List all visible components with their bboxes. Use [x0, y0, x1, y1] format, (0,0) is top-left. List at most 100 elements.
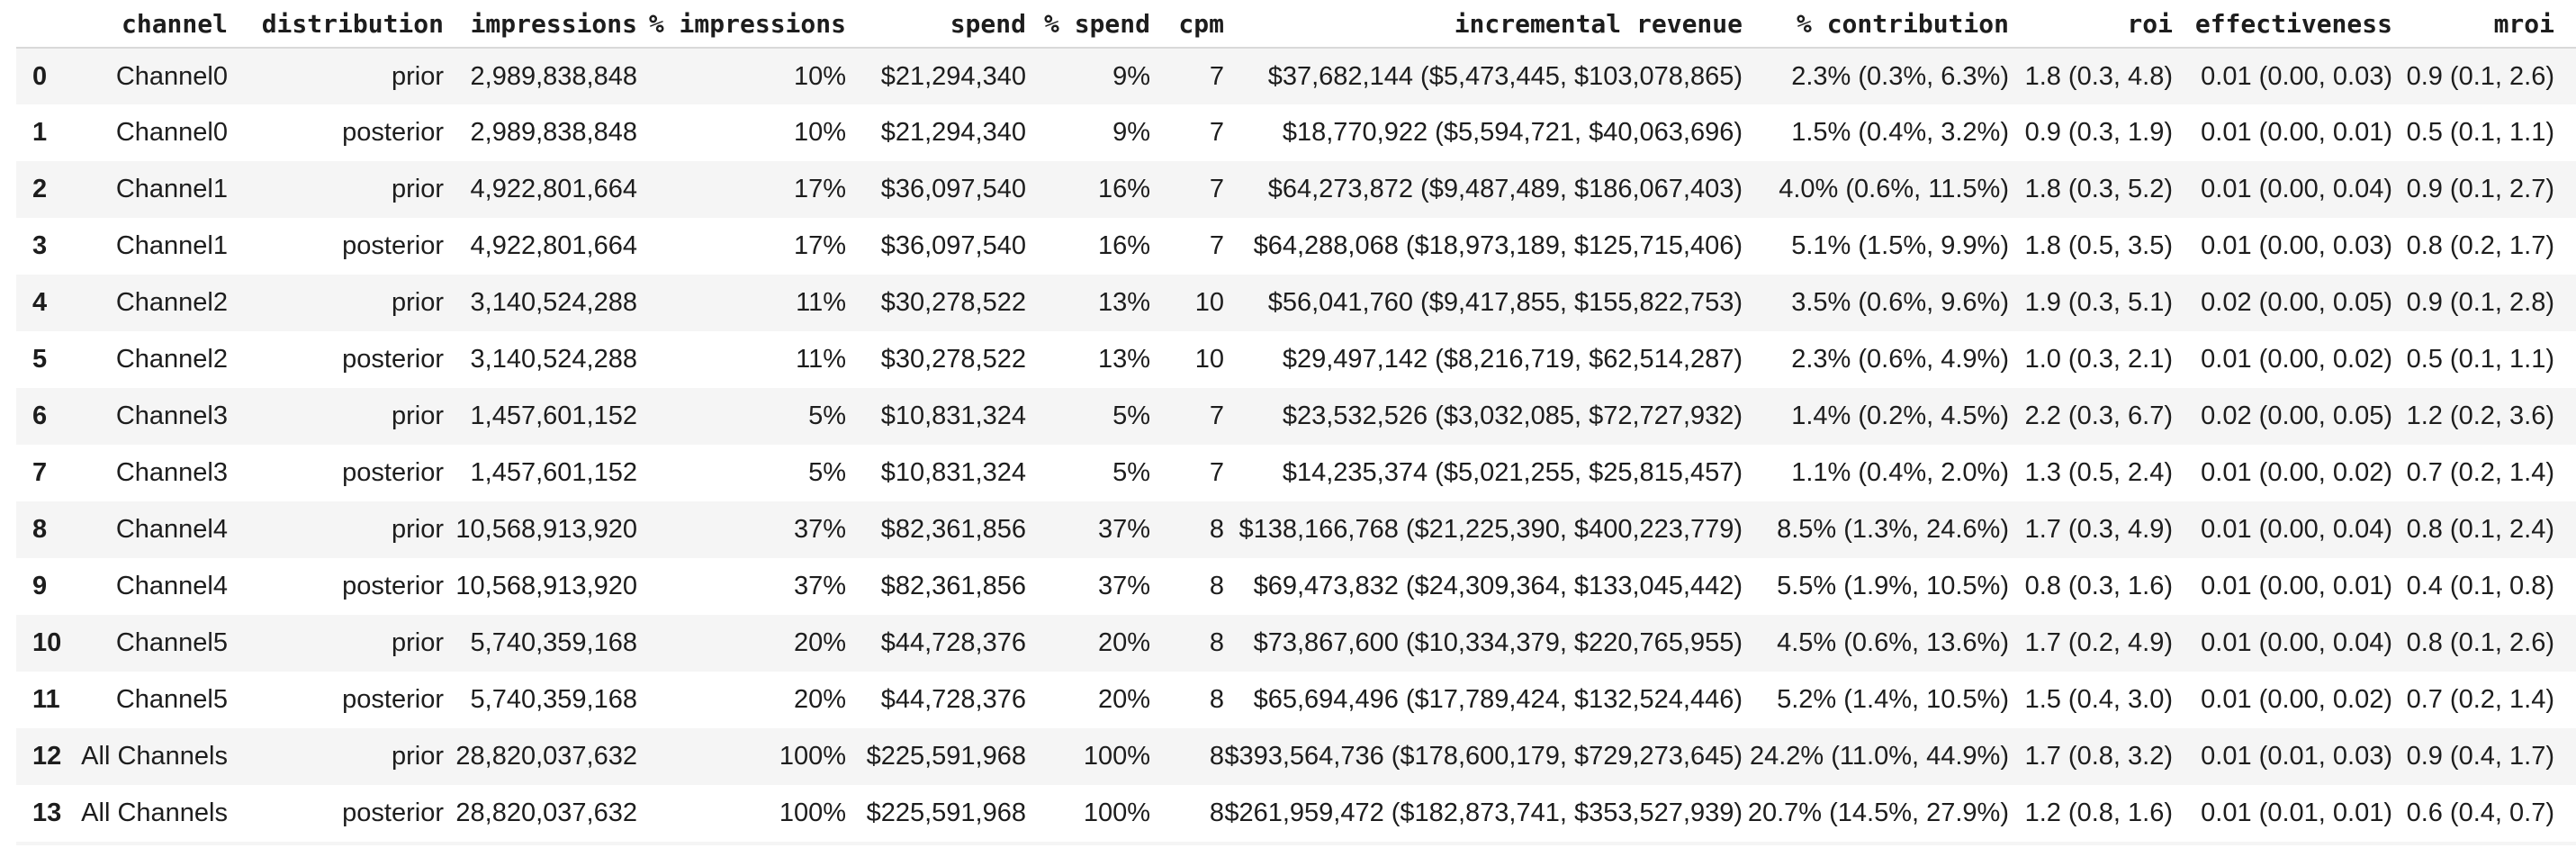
table-row: 6 Channel3 prior 1,457,601,152 5% $10,831,324…	[16, 388, 2576, 445]
cell-index: 5	[32, 345, 48, 374]
cell-index: 1	[32, 118, 48, 147]
cell-index: 11	[32, 685, 60, 714]
cell-mroi: 0.6 (0.4, 0.7)	[2406, 798, 2554, 827]
cell-mroi: 0.8 (0.2, 1.7)	[2406, 231, 2554, 260]
cell-spend: $44,728,376	[880, 628, 1026, 657]
cell-index: 3	[32, 231, 48, 260]
cell-cpm: 8	[1209, 685, 1224, 714]
cell-impressions: 2,989,838,848	[470, 118, 637, 147]
cell-pct-spend: 9%	[1112, 61, 1150, 91]
cell-mroi: 0.5 (0.1, 1.1)	[2406, 118, 2554, 147]
cell-impressions: 1,457,601,152	[470, 401, 637, 430]
cell-channel: Channel3	[115, 401, 228, 430]
cell-distribution: posterior	[342, 231, 444, 260]
cell-incremental-revenue: $56,041,760 ($9,417,855, $155,822,753)	[1267, 288, 1743, 317]
cell-roi: 1.0 (0.3, 2.1)	[2024, 345, 2173, 374]
cell-spend: $36,097,540	[880, 175, 1026, 203]
cell-pct-impressions: 11%	[796, 345, 846, 374]
cell-roi: 0.8 (0.3, 1.6)	[2024, 572, 2173, 600]
cell-incremental-revenue: $18,770,922 ($5,594,721, $40,063,696)	[1282, 118, 1743, 147]
cell-incremental-revenue: $37,682,144 ($5,473,445, $103,078,865)	[1267, 61, 1743, 91]
cell-channel: All Channels	[81, 798, 228, 827]
cell-cpm: 10	[1194, 288, 1224, 317]
cell-impressions: 10,568,913,920	[455, 572, 637, 600]
cell-cpm: 7	[1209, 175, 1224, 203]
cell-effectiveness: 0.02 (0.00, 0.05)	[2201, 288, 2392, 317]
column-header-pct-contribution: % contribution	[1743, 0, 2009, 49]
cell-impressions: 3,140,524,288	[470, 345, 637, 374]
cell-pct-spend: 100%	[1083, 742, 1150, 771]
cell-roi: 1.5 (0.4, 3.0)	[2024, 685, 2173, 714]
cell-pct-impressions: 5%	[808, 458, 846, 487]
cell-pct-impressions: 17%	[793, 175, 846, 203]
cell-channel: Channel5	[115, 685, 228, 714]
cell-spend: $21,294,340	[880, 61, 1026, 91]
cell-mroi: 0.8 (0.1, 2.6)	[2406, 628, 2554, 657]
column-header-spend: spend	[846, 0, 1026, 49]
cell-pct-impressions: 37%	[793, 572, 846, 600]
table-row: 11 Channel5 posterior 5,740,359,168 20% $44,7…	[16, 672, 2576, 728]
cell-mroi: 1.2 (0.2, 3.6)	[2406, 401, 2554, 430]
cell-mroi: 0.8 (0.1, 2.4)	[2406, 515, 2554, 544]
cell-mroi: 0.7 (0.2, 1.4)	[2406, 458, 2554, 487]
column-header-cpm: cpm	[1150, 0, 1224, 49]
cell-pct-impressions: 5%	[808, 401, 846, 430]
cell-impressions: 4,922,801,664	[470, 231, 637, 260]
column-header-incremental-revenue: incremental revenue	[1224, 0, 1743, 49]
cell-pct-contribution: 1.5% (0.4%, 3.2%)	[1791, 118, 2009, 147]
cell-effectiveness: 0.01 (0.00, 0.01)	[2201, 118, 2392, 147]
cell-incremental-revenue: $73,867,600 ($10,334,379, $220,765,955)	[1253, 628, 1743, 657]
cell-pct-impressions: 37%	[793, 515, 846, 544]
cell-roi: 1.7 (0.3, 4.9)	[2024, 515, 2173, 544]
cell-roi: 1.7 (0.8, 3.2)	[2024, 742, 2173, 771]
cell-pct-spend: 20%	[1097, 628, 1150, 657]
cell-incremental-revenue: $14,235,374 ($5,021,255, $25,815,457)	[1282, 458, 1743, 487]
next-row-sliver	[16, 842, 2576, 845]
table-row: 12 All Channels prior 28,820,037,632 100% $22…	[16, 728, 2576, 785]
cell-pct-spend: 13%	[1097, 288, 1150, 317]
cell-incremental-revenue: $65,694,496 ($17,789,424, $132,524,446)	[1253, 685, 1743, 714]
cell-impressions: 3,140,524,288	[470, 288, 637, 317]
cell-index: 12	[32, 742, 62, 771]
cell-spend: $10,831,324	[880, 401, 1026, 430]
cell-mroi: 0.4 (0.1, 0.8)	[2406, 572, 2554, 600]
cell-mroi: 0.5 (0.1, 1.1)	[2406, 345, 2554, 374]
cell-pct-spend: 100%	[1083, 798, 1150, 827]
cell-mroi: 0.9 (0.4, 1.7)	[2406, 742, 2554, 771]
cell-distribution: posterior	[342, 685, 444, 714]
cell-pct-contribution: 5.2% (1.4%, 10.5%)	[1777, 685, 2009, 714]
cell-pct-contribution: 2.3% (0.3%, 6.3%)	[1791, 61, 2009, 91]
column-header-index	[16, 0, 81, 49]
cell-pct-spend: 37%	[1097, 572, 1150, 600]
cell-distribution: prior	[391, 288, 444, 317]
cell-impressions: 28,820,037,632	[455, 742, 637, 771]
cell-impressions: 4,922,801,664	[470, 175, 637, 203]
cell-pct-impressions: 17%	[793, 231, 846, 260]
cell-impressions: 1,457,601,152	[470, 458, 637, 487]
cell-cpm: 7	[1209, 458, 1224, 487]
cell-effectiveness: 0.01 (0.00, 0.03)	[2201, 231, 2392, 260]
cell-impressions: 5,740,359,168	[470, 628, 637, 657]
cell-roi: 1.8 (0.3, 4.8)	[2024, 61, 2173, 91]
cell-pct-contribution: 5.1% (1.5%, 9.9%)	[1791, 231, 2009, 260]
cell-effectiveness: 0.01 (0.01, 0.01)	[2201, 798, 2392, 827]
cell-index: 4	[32, 288, 48, 317]
cell-pct-contribution: 4.0% (0.6%, 11.5%)	[1779, 175, 2009, 203]
header-row: channel distribution impressions% impressi…	[16, 0, 2576, 49]
cell-spend: $30,278,522	[880, 345, 1026, 374]
cell-distribution: prior	[391, 401, 444, 430]
cell-spend: $225,591,968	[866, 798, 1026, 827]
cell-mroi: 0.9 (0.1, 2.6)	[2406, 61, 2554, 91]
cell-roi: 1.8 (0.3, 5.2)	[2024, 175, 2173, 203]
cell-index: 2	[32, 175, 48, 203]
cell-distribution: posterior	[342, 572, 444, 600]
cell-roi: 1.7 (0.2, 4.9)	[2024, 628, 2173, 657]
cell-index: 7	[32, 458, 48, 487]
cell-mroi: 0.9 (0.1, 2.8)	[2406, 288, 2554, 317]
cell-cpm: 7	[1209, 231, 1224, 260]
cell-channel: Channel4	[115, 515, 228, 544]
cell-distribution: prior	[391, 175, 444, 203]
cell-pct-spend: 13%	[1097, 345, 1150, 374]
column-header-roi: roi	[2009, 0, 2173, 49]
cell-pct-contribution: 5.5% (1.9%, 10.5%)	[1777, 572, 2009, 600]
